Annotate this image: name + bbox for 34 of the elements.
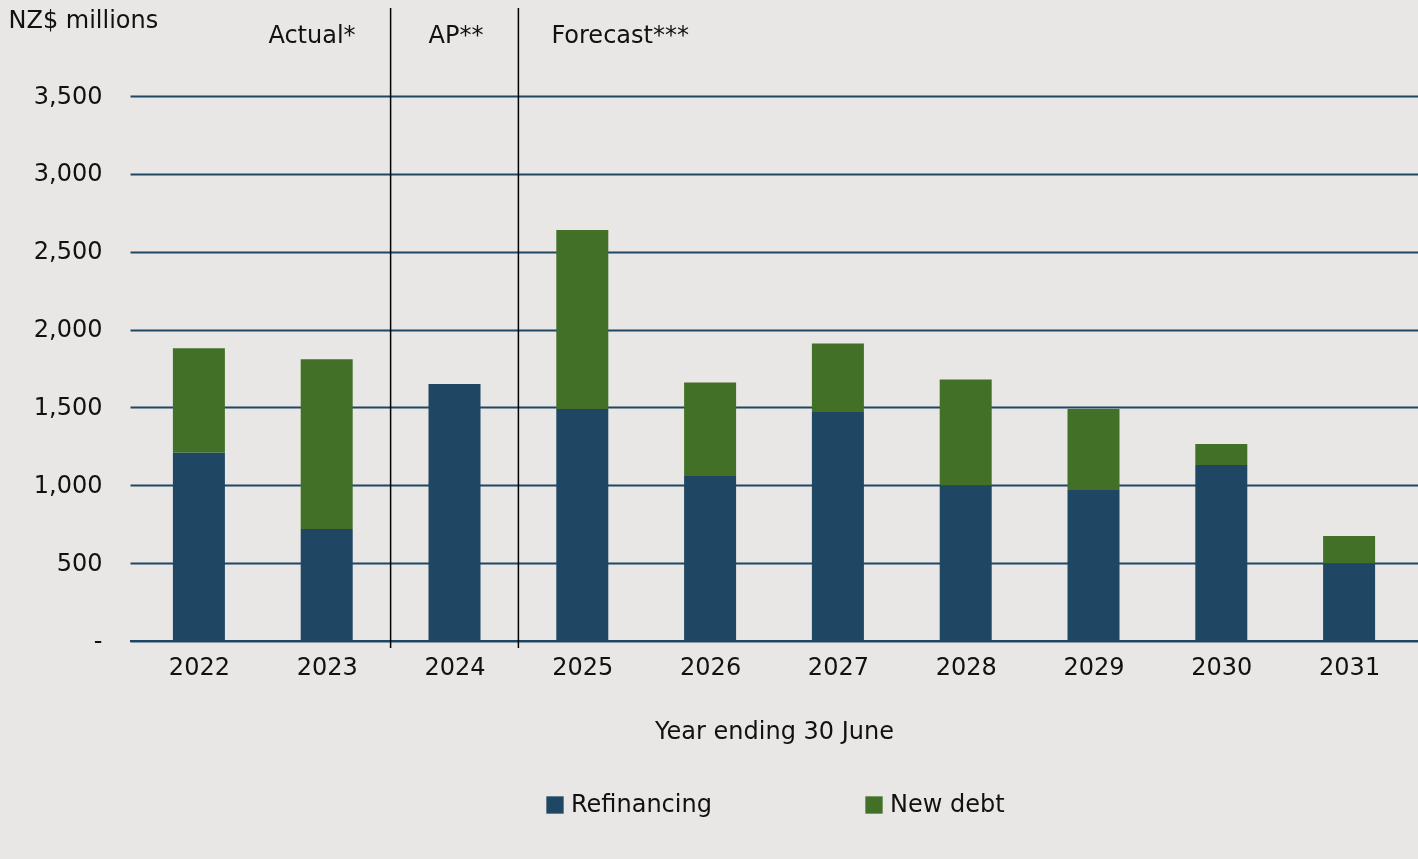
text: AP**	[428, 21, 484, 49]
bar	[300, 359, 353, 529]
legend-label: New debt	[890, 790, 1005, 818]
bar	[811, 343, 864, 413]
x-tick-label: 2027	[807, 652, 869, 681]
bar	[1195, 444, 1248, 466]
text: Actual*	[268, 21, 356, 49]
x-tick-label: 2029	[1063, 652, 1125, 681]
x-tick-label: 2030	[1191, 652, 1253, 681]
x-tick-label: 2031	[1319, 652, 1381, 681]
y-tick-label: 500	[56, 548, 103, 577]
x-tick-label: 2024	[424, 652, 486, 681]
y-tick-label: 1,500	[33, 392, 103, 421]
y-tick-label: 3,500	[33, 81, 103, 110]
bar	[556, 229, 609, 409]
y-tick-label: 2,500	[33, 237, 103, 266]
y-tick-label: 3,000	[33, 159, 103, 188]
y-tick-label: 2,000	[33, 315, 103, 344]
x-axis-title: Year ending 30 June	[654, 716, 894, 745]
legend-label: Refinancing	[571, 790, 712, 818]
bar	[1067, 408, 1120, 490]
x-tick-label: 2023	[296, 652, 358, 681]
bar	[684, 382, 737, 476]
y-axis-title: NZ$ millions	[8, 5, 159, 34]
x-tick-label: 2025	[552, 652, 614, 681]
x-tick-label: 2026	[680, 652, 742, 681]
y-tick-label: 1,000	[33, 470, 103, 499]
bar	[1323, 535, 1376, 564]
bar	[172, 348, 225, 453]
x-tick-label: 2028	[935, 652, 997, 681]
x-tick-label: 2022	[168, 652, 230, 681]
y-tick-label: -	[93, 626, 103, 655]
bar	[939, 379, 992, 486]
text: Forecast***	[551, 21, 689, 49]
